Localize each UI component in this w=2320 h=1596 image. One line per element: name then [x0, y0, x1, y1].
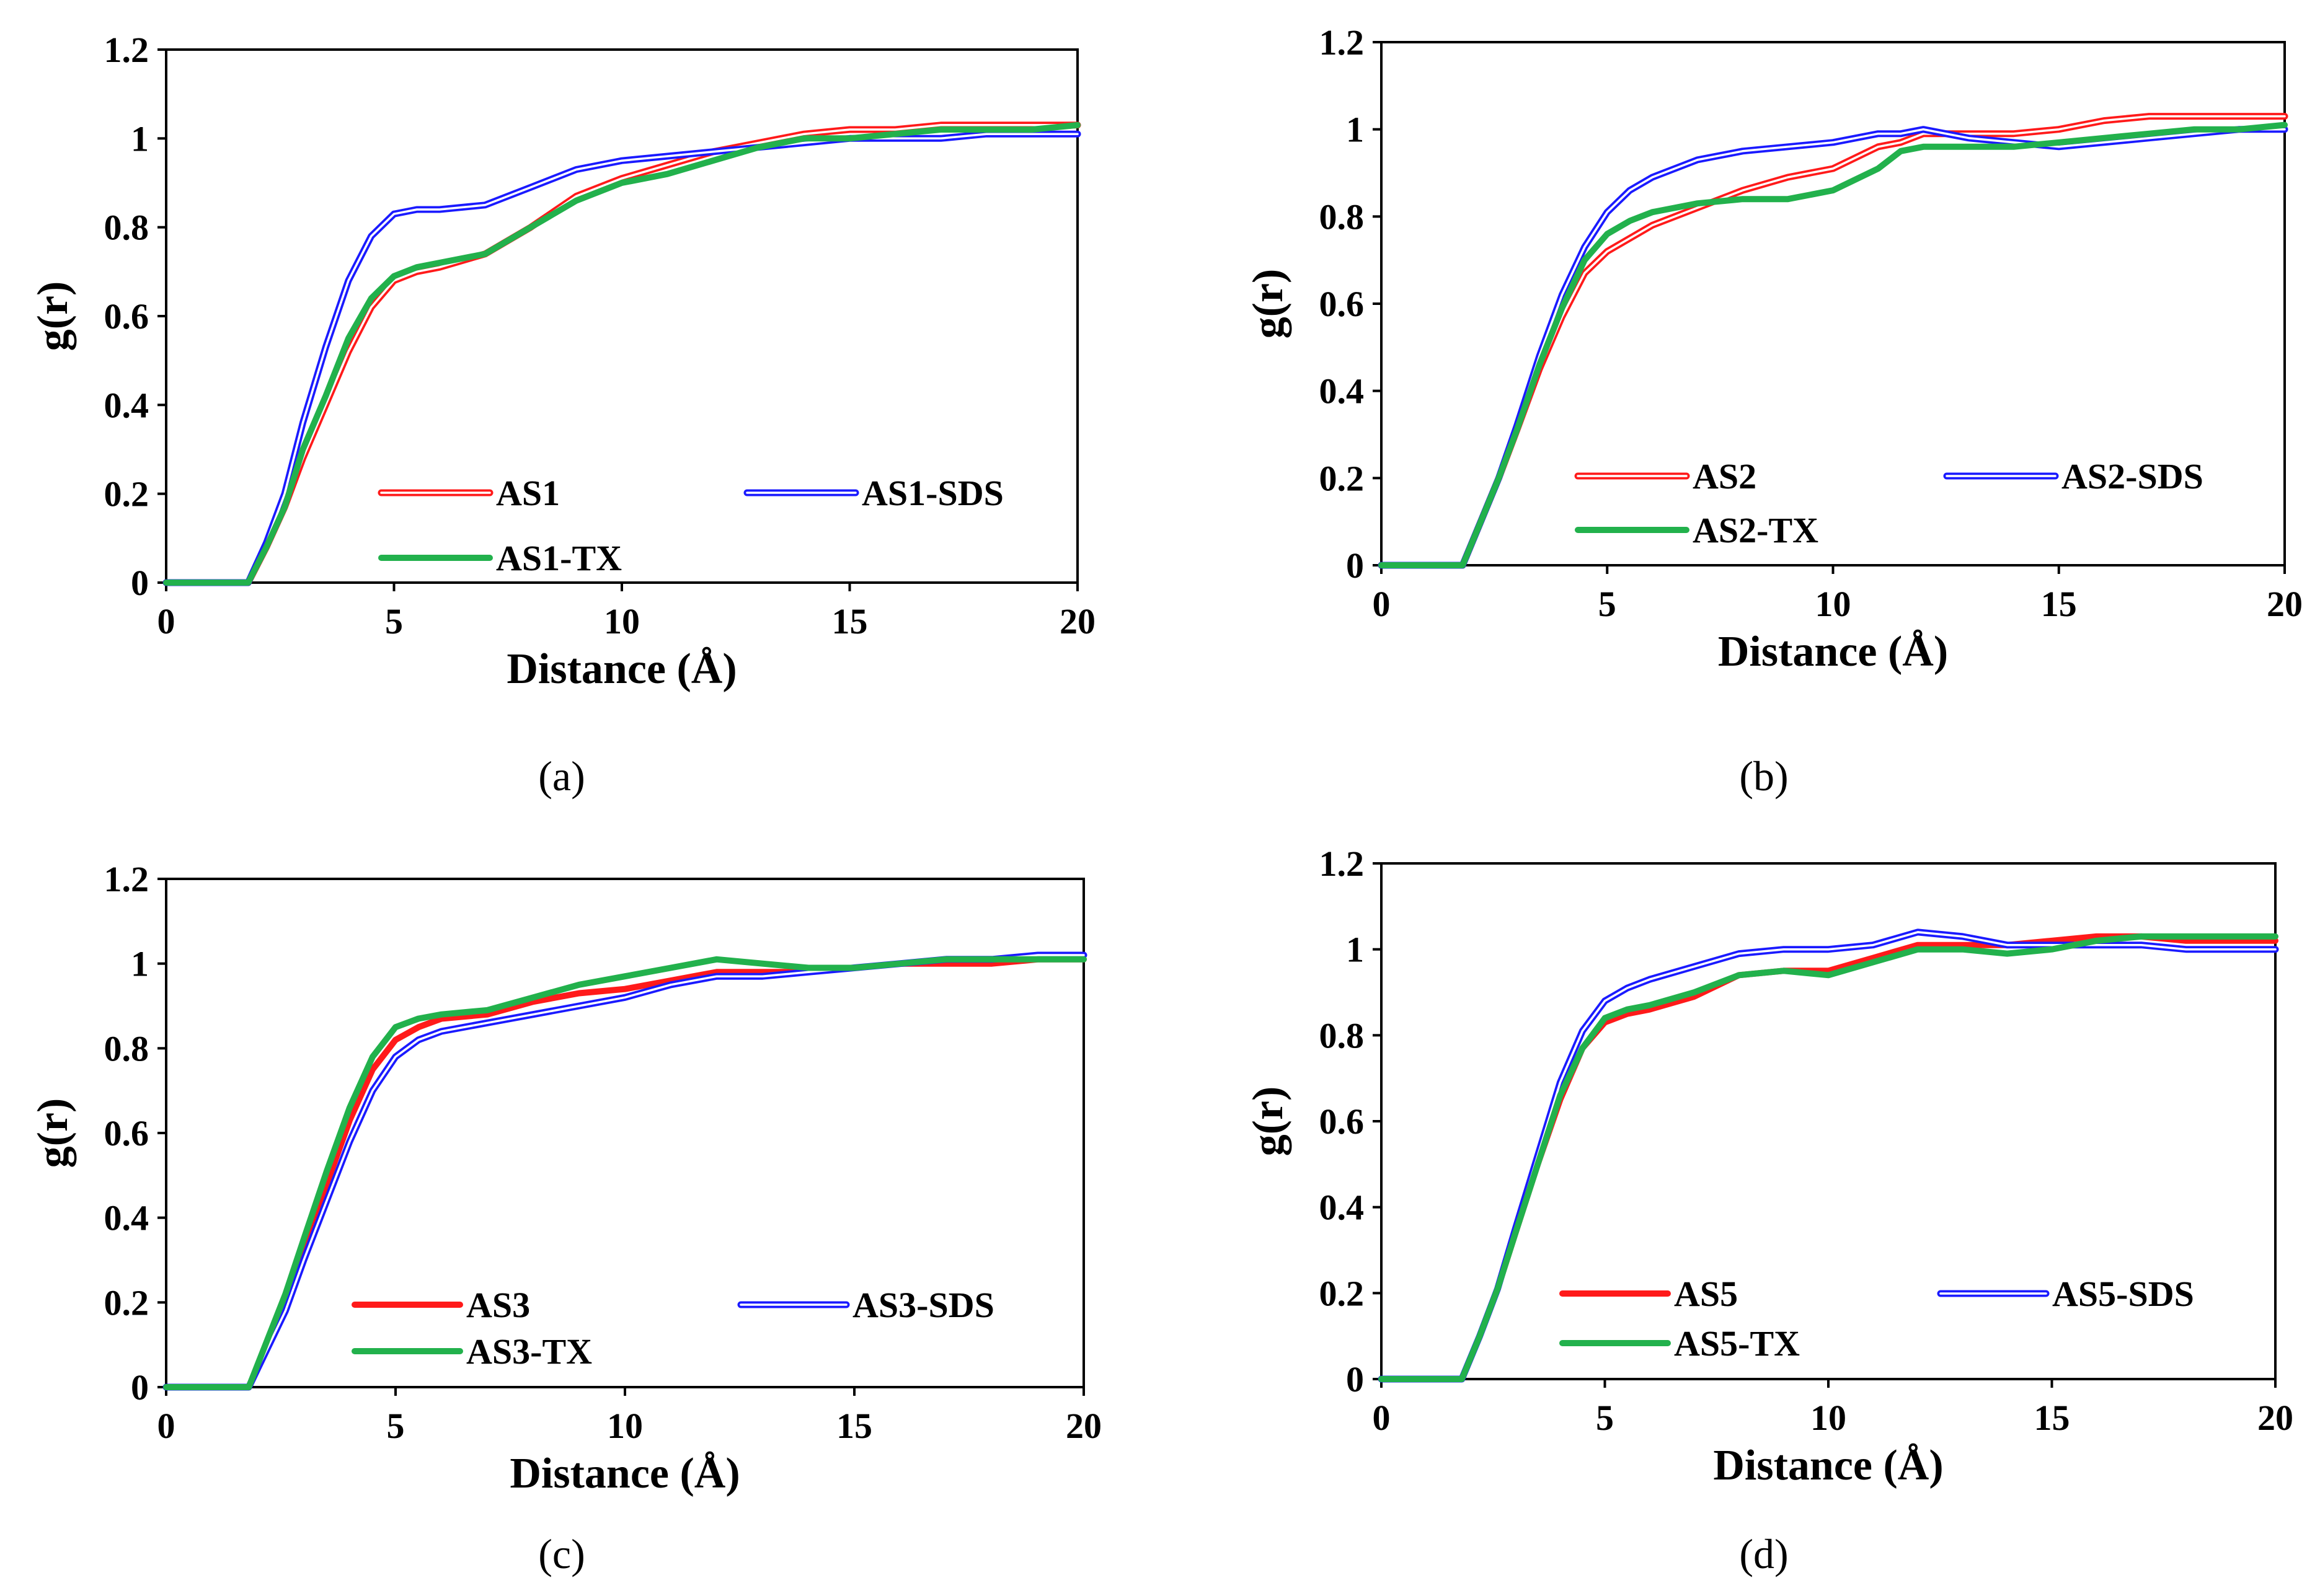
x-axis-title: Distance (Å) [510, 1450, 740, 1497]
y-tick-label: 0.8 [1319, 196, 1365, 237]
y-tick-label: 0.4 [1319, 371, 1365, 412]
legend: AS5 AS5-SDS AS5-TX [1559, 1274, 2194, 1364]
legend-label: AS2 [1693, 456, 1756, 496]
x-axis-title: Distance (Å) [507, 645, 737, 693]
y-tick-label: 0.4 [104, 1198, 149, 1238]
x-tick-label: 15 [832, 601, 868, 641]
legend-label: AS5 [1674, 1274, 1738, 1314]
legend: AS1 AS1-SDS AS1-TX [378, 473, 1004, 578]
y-tick-label: 0.6 [1319, 284, 1365, 324]
y-axis-title: g(r) [1244, 269, 1292, 339]
y-tick-label: 0 [1346, 1359, 1364, 1400]
y-axis-title: g(r) [29, 1098, 77, 1168]
x-tick-label: 0 [1373, 1398, 1391, 1438]
x-tick-label: 0 [157, 601, 175, 641]
series-line-as2-sds-outline [1378, 126, 2288, 569]
x-tick-label: 5 [385, 601, 403, 641]
legend: AS2 AS2-SDS AS2-TX [1574, 456, 2203, 550]
y-tick-label: 0.2 [104, 1282, 149, 1323]
x-tick-label: 0 [1373, 584, 1391, 624]
series-line-as1-outline [162, 121, 1081, 586]
y-tick-label: 0.2 [1319, 458, 1365, 498]
series-line-as2-sds-core [1380, 128, 2286, 567]
chart-panel-2: 0 0.2 0.4 0.6 0.8 1 1.2 0 5 10 15 20 Distance (Å) g(r… [1244, 22, 2303, 800]
panel-caption: (b) [1739, 752, 1788, 800]
y-tick-label: 0.6 [1319, 1101, 1365, 1142]
y-tick-label: 0.8 [104, 208, 149, 248]
y-tick-label: 1 [131, 118, 149, 159]
y-tick-label: 0 [1346, 545, 1364, 586]
series-line-as5-tx [1378, 933, 2278, 1382]
x-axis-title: Distance (Å) [1718, 628, 1948, 676]
series-line-as2-tx [1378, 121, 2288, 568]
legend-label: AS5-TX [1674, 1323, 1800, 1364]
x-tick-label: 5 [387, 1406, 405, 1446]
x-tick-label: 10 [607, 1406, 643, 1446]
legend-label: AS2-TX [1693, 510, 1818, 550]
series-line-as1-sds-core [165, 133, 1079, 584]
y-tick-label: 0.6 [104, 1113, 149, 1153]
series-line-as2-core [1380, 115, 2286, 567]
legend-label: AS1 [496, 473, 560, 513]
x-tick-label: 20 [2267, 584, 2303, 624]
chart-panel-4: 0 0.2 0.4 0.6 0.8 1 1.2 0 5 10 15 20 Distance (Å) g(r… [1244, 844, 2293, 1577]
y-tick-label: 0.8 [1319, 1015, 1365, 1056]
x-tick-label: 10 [1810, 1398, 1846, 1438]
y-tick-label: 1.2 [1319, 22, 1365, 63]
y-axis-title: g(r) [29, 281, 77, 351]
x-tick-label: 5 [1596, 1398, 1614, 1438]
y-tick-label: 0.2 [104, 474, 149, 514]
x-tick-label: 20 [2257, 1398, 2293, 1438]
x-tick-label: 20 [1060, 601, 1096, 641]
panel-caption: (a) [538, 752, 585, 800]
y-axis-title: g(r) [1244, 1087, 1292, 1157]
y-tick-label: 1.2 [104, 859, 149, 899]
y-tick-label: 1.2 [104, 30, 149, 70]
x-tick-label: 15 [836, 1406, 872, 1446]
legend-label: AS5-SDS [2052, 1274, 2194, 1314]
x-tick-label: 10 [1815, 584, 1851, 624]
series-line-as1-core [165, 124, 1079, 584]
chart-panel-3: 0 0.2 0.4 0.6 0.8 1 1.2 0 5 10 15 20 Distance (Å) g(r… [29, 859, 1102, 1577]
y-tick-label: 1 [1346, 110, 1364, 150]
legend-label: AS3-TX [466, 1331, 592, 1372]
y-tick-label: 0.6 [104, 296, 149, 337]
legend-label: AS3-SDS [852, 1285, 994, 1325]
series-line-as2-outline [1378, 113, 2288, 569]
x-tick-label: 15 [2041, 584, 2077, 624]
x-axis-title: Distance (Å) [1713, 1442, 1943, 1489]
y-tick-label: 0.4 [104, 385, 149, 425]
y-tick-label: 0 [131, 563, 149, 603]
y-tick-label: 0.4 [1319, 1188, 1365, 1228]
y-tick-label: 1 [1346, 930, 1364, 970]
series-line-as3-tx [163, 956, 1087, 1390]
y-tick-label: 0 [131, 1367, 149, 1408]
y-tick-label: 0.8 [104, 1028, 149, 1069]
y-tick-label: 1 [131, 944, 149, 984]
panel-caption: (d) [1739, 1530, 1788, 1577]
series-line-as1-tx [163, 121, 1081, 586]
x-tick-label: 0 [157, 1406, 175, 1446]
legend-label: AS2-SDS [2061, 456, 2203, 496]
x-tick-label: 5 [1598, 584, 1616, 624]
legend-label: AS3 [466, 1285, 530, 1325]
panel-caption: (c) [538, 1530, 585, 1577]
y-tick-label: 1.2 [1319, 844, 1365, 884]
legend-label: AS1-TX [496, 538, 622, 578]
series-line-as1-sds-outline [162, 130, 1081, 586]
chart-panel-1: 0 0.2 0.4 0.6 0.8 1 1.2 0 5 10 15 20 Distance (Å) g(r… [29, 30, 1096, 800]
x-tick-label: 10 [604, 601, 640, 641]
legend: AS3 AS3-SDS AS3-TX [352, 1285, 994, 1372]
x-tick-label: 20 [1066, 1406, 1102, 1446]
x-tick-label: 15 [2034, 1398, 2070, 1438]
legend-label: AS1-SDS [862, 473, 1004, 513]
y-tick-label: 0.2 [1319, 1273, 1365, 1313]
